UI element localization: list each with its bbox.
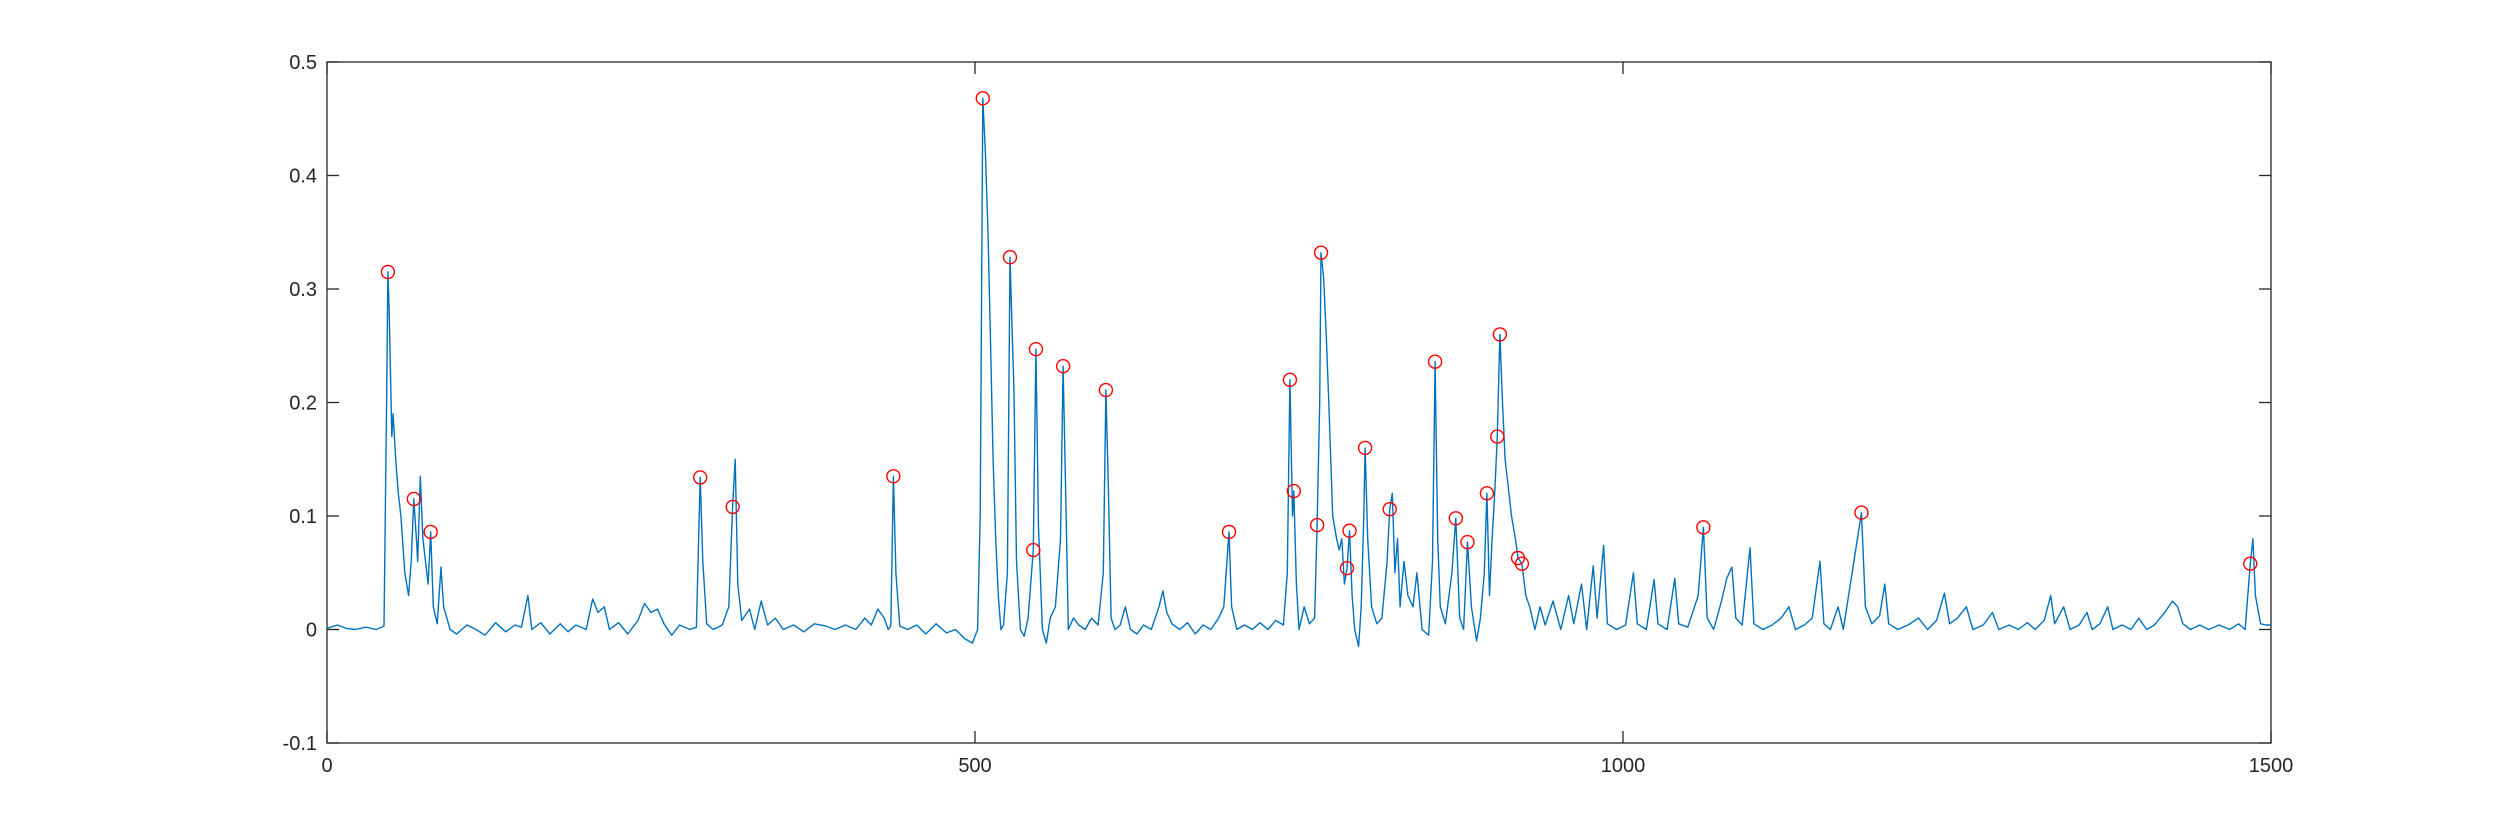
peak-marker-10 — [1026, 542, 1041, 558]
peak-marker-24 — [1460, 534, 1475, 550]
peak-marker-12 — [1098, 382, 1114, 398]
peak-marker-19 — [1342, 523, 1357, 538]
peak-marker-13 — [1221, 524, 1237, 540]
peak-marker-6 — [886, 469, 901, 484]
x-tick-label-2: 1000 — [1601, 755, 1646, 777]
peak-marker-23 — [1448, 511, 1464, 526]
x-tick-label-3: 1500 — [2249, 755, 2294, 777]
peak-marker-3 — [423, 524, 438, 540]
peak-marker-5 — [725, 499, 740, 515]
y-tick-label-2: 0.1 — [289, 506, 317, 528]
peak-marker-15 — [1286, 483, 1302, 499]
peak-marker-14 — [1282, 372, 1298, 387]
x-tick-label-1: 500 — [958, 755, 991, 777]
y-tick-label-5: 0.4 — [289, 166, 317, 188]
peak-marker-29 — [1514, 556, 1530, 571]
peak-marker-20 — [1357, 440, 1373, 456]
peak-marker-22 — [1427, 354, 1443, 369]
plot-area — [326, 61, 2272, 744]
peak-marker-17 — [1313, 245, 1329, 260]
y-tick-label-1: 0 — [306, 620, 317, 642]
peak-marker-18 — [1339, 561, 1355, 576]
y-tick-label-0: -0.1 — [283, 733, 317, 755]
peak-marker-8 — [1002, 250, 1018, 265]
axes-box — [326, 61, 2272, 744]
y-tick-label-6: 0.5 — [289, 52, 317, 74]
peak-marker-2 — [406, 491, 422, 507]
peak-marker-32 — [2243, 556, 2258, 571]
peak-marker-31 — [1854, 505, 1869, 520]
peak-marker-11 — [1055, 358, 1071, 374]
peak-marker-25 — [1479, 486, 1495, 501]
axis-ticks — [326, 61, 2272, 744]
peak-marker-9 — [1028, 341, 1044, 357]
peak-marker-27 — [1492, 327, 1508, 342]
peak-marker-4 — [693, 470, 708, 485]
peak-marker-7 — [975, 91, 990, 106]
y-tick-label-4: 0.3 — [289, 279, 317, 301]
peak-marker-26 — [1490, 429, 1505, 444]
peak-marker-30 — [1696, 520, 1711, 535]
peak-marker-1 — [380, 264, 396, 280]
tick-labels: 0 500 1000 1500-0.100.10.20.30.40.5 — [283, 52, 2294, 777]
signal-line — [326, 97, 2271, 648]
y-tick-label-3: 0.2 — [289, 393, 317, 415]
peak-marker-21 — [1382, 501, 1397, 517]
peak-marker-16 — [1309, 517, 1325, 533]
x-tick-label-0: 0 — [321, 755, 332, 777]
